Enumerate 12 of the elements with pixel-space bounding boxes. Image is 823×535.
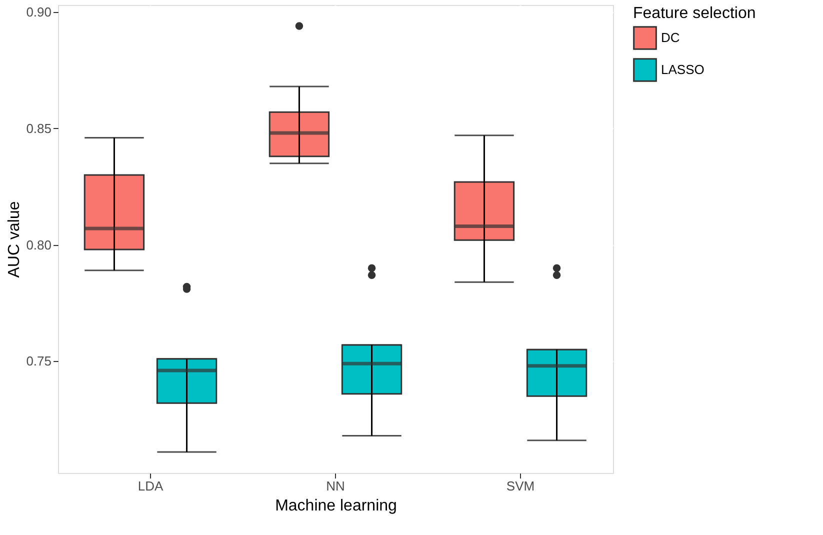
legend-label: LASSO — [661, 62, 704, 77]
y-tick-label: 0.90 — [26, 4, 52, 20]
x-axis-title: Machine learning — [275, 498, 397, 514]
x-tick-label: NN — [326, 478, 345, 494]
y-axis-title: AUC value — [6, 201, 24, 278]
x-tick-label: SVM — [506, 478, 535, 494]
y-tick-label: 0.75 — [26, 354, 52, 369]
legend-label: DC — [661, 30, 680, 45]
x-tick-label: LDA — [138, 478, 164, 494]
y-tick-label: 0.80 — [26, 237, 52, 252]
y-tick-label: 0.85 — [26, 120, 52, 136]
legend-title: Feature selection — [633, 5, 756, 22]
